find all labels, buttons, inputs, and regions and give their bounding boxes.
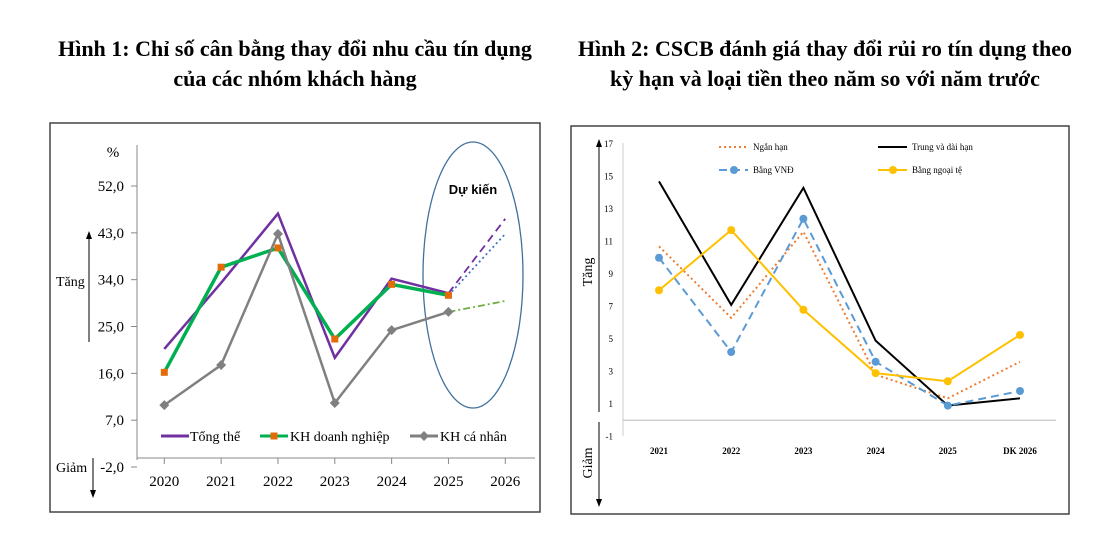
data-point — [217, 263, 225, 271]
data-point — [799, 305, 808, 314]
chart-2: 17 15 13 11 9 7 5 3 1 -1 2021 2022 2023 2024 2025 DK 20… — [581, 139, 1056, 507]
forecast-ellipse — [422, 141, 524, 409]
series-line-1 — [658, 180, 1021, 407]
data-point — [871, 369, 880, 378]
up-label: Tăng — [581, 258, 596, 287]
x-tick-label: 2021 — [650, 446, 669, 456]
y-tick-label: 25,0 — [98, 320, 124, 336]
x-tick-label: 2022 — [263, 474, 293, 490]
up-arrow-head-icon — [86, 231, 92, 239]
x-tick-label: 2023 — [794, 446, 813, 456]
up-label: Tăng — [56, 275, 85, 290]
y-tick-label: 1 — [609, 399, 614, 409]
legend-label: Tổng thể — [190, 430, 241, 445]
y-tick-label: 34,0 — [98, 273, 124, 289]
legend-label: Bằng ngoại tệ — [912, 165, 962, 175]
chart-2-frame — [570, 125, 1070, 515]
down-arrow-head-icon — [90, 490, 96, 498]
x-tick-label: 2025 — [433, 474, 463, 490]
data-point — [386, 325, 397, 336]
chart-1: 52,0 43,0 34,0 25,0 16,0 7,0 -2,0 2020 2021 2022 2… — [56, 141, 535, 498]
forecast-line-1 — [447, 233, 506, 296]
x-tick-label: 2026 — [490, 474, 521, 490]
down-label: Giảm — [56, 461, 87, 476]
forecast-line-2 — [448, 300, 506, 313]
x-tick-label: 2024 — [377, 474, 408, 490]
legend-marker — [419, 431, 429, 441]
x-tick-label: 2025 — [939, 446, 958, 456]
figure-1-title: Hình 1: Chỉ số cân bằng thay đổi nhu cầu… — [58, 36, 532, 91]
y-tick-label: -2,0 — [100, 460, 124, 476]
x-tick-label: 2021 — [206, 474, 236, 490]
legend-marker — [889, 166, 897, 174]
y-tick-label: 7,0 — [105, 413, 124, 429]
data-point — [443, 306, 454, 317]
data-point — [1016, 387, 1024, 395]
data-point — [216, 360, 227, 371]
data-point — [329, 398, 340, 409]
y-tick-label: 9 — [609, 269, 614, 279]
y-tick-label: 16,0 — [98, 366, 124, 382]
figure-2-title: Hình 2: CSCB đánh giá thay đổi rủi ro tí… — [577, 36, 1073, 91]
x-tick-label: 2024 — [867, 446, 886, 456]
data-point — [159, 400, 170, 411]
y-tick-label: 43,0 — [98, 226, 124, 242]
legend-label: Bằng VNĐ — [753, 165, 794, 175]
legend-label: KH cá nhân — [440, 430, 507, 445]
y-tick-label: 13 — [604, 204, 614, 214]
down-arrow-head-icon — [596, 499, 602, 507]
y-tick-label: 7 — [609, 302, 614, 312]
forecast-line-0 — [447, 218, 506, 294]
data-point — [943, 401, 952, 410]
y-tick-label: 5 — [609, 334, 614, 344]
y-tick-label: 17 — [604, 139, 614, 149]
data-point — [799, 214, 808, 223]
data-point — [444, 291, 452, 299]
series-line-1 — [162, 245, 449, 374]
data-point — [388, 280, 396, 288]
legend-label: Trung và dài hạn — [912, 142, 973, 152]
data-point — [160, 368, 168, 376]
legend-marker — [270, 432, 278, 440]
y-tick-label: 3 — [609, 367, 614, 377]
legend-marker — [730, 166, 738, 174]
data-point — [272, 228, 283, 239]
data-point — [871, 357, 880, 366]
series-line-0 — [163, 211, 449, 361]
data-point — [655, 253, 663, 262]
data-point — [727, 226, 736, 235]
x-tick-label: DK 2026 — [1003, 446, 1037, 456]
x-tick-label: 2023 — [320, 474, 350, 490]
chart-1-frame — [49, 122, 541, 513]
series-line-2 — [658, 216, 1021, 407]
series-line-3 — [658, 228, 1021, 383]
forecast-annotation: Dự kiến — [449, 182, 497, 197]
down-label: Giảm — [581, 447, 596, 478]
data-point — [274, 244, 282, 252]
data-point — [1016, 330, 1024, 339]
data-point — [655, 286, 663, 295]
y-tick-label: 52,0 — [98, 179, 124, 195]
data-point — [331, 335, 339, 343]
data-point — [943, 377, 952, 386]
y-tick-label: 15 — [604, 172, 614, 182]
y-unit-label: % — [107, 145, 120, 161]
x-tick-label: 2020 — [149, 474, 179, 490]
series-line-2 — [163, 230, 449, 407]
up-arrow-head-icon — [596, 139, 602, 147]
x-tick-label: 2022 — [722, 446, 741, 456]
data-point — [727, 348, 736, 356]
legend-label: KH doanh nghiệp — [290, 430, 390, 445]
y-tick-label: -1 — [606, 432, 614, 442]
y-tick-label: 11 — [604, 237, 613, 247]
legend-label: Ngắn hạn — [753, 142, 788, 152]
series-line-0 — [658, 229, 1021, 400]
